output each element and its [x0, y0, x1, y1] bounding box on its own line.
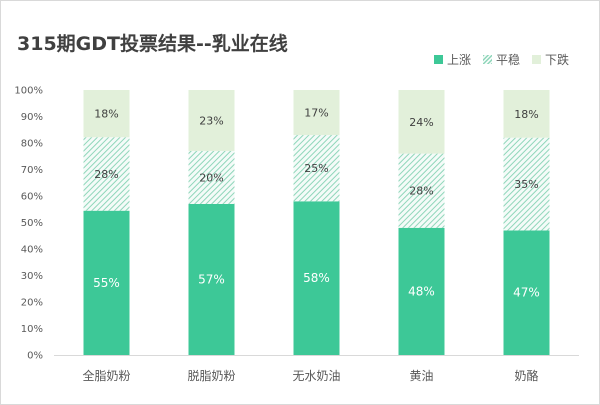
legend-item-up: 上涨: [433, 51, 471, 68]
data-label: 28%: [409, 185, 433, 198]
y-tick-label: 20%: [21, 298, 43, 309]
bar-segment: [83, 210, 130, 355]
bar-layer: 55% 28% 18% 57% 20% 23% 58% 25% 17% 48% 28% 24% 47% 3…: [83, 90, 550, 355]
y-tick-label: 70%: [21, 165, 43, 176]
legend-swatch-flat: [482, 55, 492, 64]
legend-swatch-up: [433, 55, 443, 64]
bar-segment: [503, 90, 550, 138]
data-label: 23%: [199, 114, 223, 127]
bar-segment: [188, 90, 235, 151]
data-label: 24%: [409, 116, 433, 129]
legend-item-flat: 平稳: [482, 51, 520, 68]
data-label: 28%: [94, 168, 118, 181]
bar-segment: [503, 230, 550, 355]
y-tick-label: 0%: [27, 351, 43, 362]
data-label: 55%: [93, 276, 120, 290]
data-label: 35%: [514, 178, 538, 191]
chart-title: 315期GDT投票结果--乳业在线: [17, 33, 288, 55]
legend-swatch-down: [531, 55, 541, 64]
y-tick-label: 100%: [14, 86, 43, 97]
data-label: 57%: [198, 272, 225, 286]
bar-segment: [503, 137, 550, 231]
y-tick-label: 30%: [21, 271, 43, 282]
y-tick-label: 50%: [21, 218, 43, 229]
bar-segment: [293, 201, 340, 355]
x-category-label: 全脂奶粉: [82, 368, 130, 383]
bar-segment: [293, 90, 340, 136]
x-category-label: 无水奶油: [292, 369, 340, 383]
data-label: 48%: [408, 284, 435, 298]
data-label: 47%: [513, 286, 540, 300]
data-label: 20%: [199, 171, 223, 184]
y-tick-label: 60%: [21, 192, 43, 203]
axis-layer: 0% 10% 20% 30% 40% 50% 60% 70% 80% 90% 100% 全脂奶粉 脱脂奶…: [14, 86, 579, 383]
bar-segment: [398, 90, 445, 154]
bar-segment: [83, 90, 130, 138]
data-label: 58%: [303, 271, 330, 285]
x-category-label: 脱脂奶粉: [187, 368, 235, 383]
y-tick-label: 90%: [21, 112, 43, 123]
data-label: 17%: [304, 107, 328, 120]
legend-label-down: 下跌: [544, 53, 569, 67]
y-tick-label: 40%: [21, 245, 43, 256]
legend-item-down: 下跌: [531, 51, 569, 68]
bar-segment: [83, 137, 130, 211]
bar-segment: [293, 135, 340, 202]
data-label: 25%: [304, 162, 328, 175]
y-tick-label: 80%: [21, 139, 43, 150]
bar-segment: [188, 203, 235, 355]
legend-label-flat: 平稳: [495, 53, 520, 67]
y-tick-label: 10%: [21, 324, 43, 335]
data-label: 18%: [94, 108, 118, 121]
bar-segment: [398, 227, 445, 355]
legend: 上涨 平稳 下跌: [433, 51, 569, 68]
x-category-label: 奶酪: [514, 368, 538, 383]
legend-label-up: 上涨: [446, 53, 471, 67]
bar-segment: [398, 153, 445, 228]
bar-segment: [188, 150, 235, 204]
data-label: 18%: [514, 108, 538, 121]
x-category-label: 黄油: [409, 369, 433, 383]
